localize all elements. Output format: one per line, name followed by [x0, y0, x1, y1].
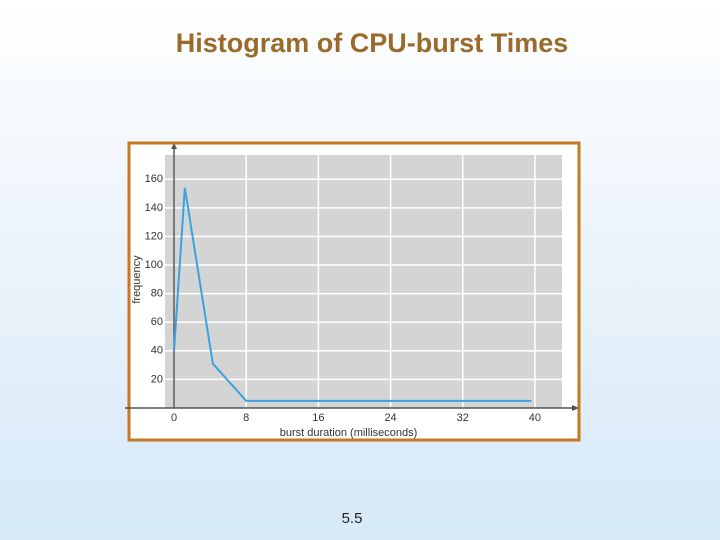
y-tick-label: 120: [145, 230, 163, 242]
x-tick-label: 32: [457, 412, 469, 424]
x-tick-label: 40: [529, 412, 541, 424]
x-tick-label: 0: [171, 412, 177, 424]
y-tick-label: 20: [151, 373, 163, 385]
y-tick-label: 60: [151, 316, 163, 328]
y-tick-label: 40: [151, 345, 163, 357]
x-tick-label: 8: [243, 412, 249, 424]
x-axis-label: burst duration (milliseconds): [280, 427, 418, 439]
y-tick-label: 140: [145, 202, 163, 214]
x-tick-label: 24: [384, 412, 396, 424]
plot-area: [165, 155, 562, 408]
slide-title: Histogram of CPU-burst Times: [176, 28, 569, 58]
data-line: [173, 187, 532, 402]
y-tick-label: 80: [151, 288, 163, 300]
y-axis-label: frequency: [131, 255, 143, 304]
slide-number: 5.5: [342, 510, 363, 527]
x-axis-arrow: [572, 405, 579, 411]
y-tick-label: 160: [145, 173, 163, 185]
y-axis-arrow: [171, 143, 178, 149]
y-tick-label: 100: [145, 259, 163, 271]
x-tick-label: 16: [312, 412, 324, 424]
